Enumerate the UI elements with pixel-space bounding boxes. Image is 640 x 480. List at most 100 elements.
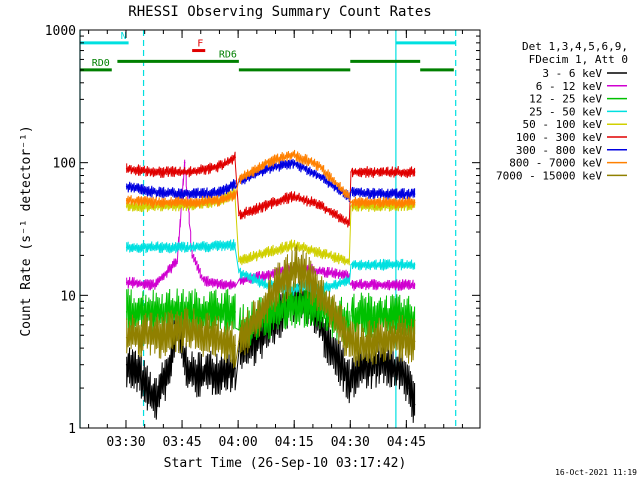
data-point-5-11 [378,171,380,173]
data-point-8-4 [210,334,212,337]
y-tick-label-2: 100 [53,157,76,172]
data-point-6-7 [292,161,294,164]
data-point-0-1 [139,374,141,377]
data-point-6-1 [153,191,156,193]
plot-area: N F RD0 RD6 1 10 100 1000 03:30 03:45 04:00 04:15 04… [45,24,481,450]
x-tick-label-4: 04:30 [331,435,370,450]
data-point-7-7 [292,153,294,156]
x-tick-label-0: 03:30 [106,435,145,450]
timestamp: 16-Oct-2021 11:19 [555,468,637,477]
data-point-3-1 [153,246,156,249]
data-point-1-0 [125,281,128,284]
data-point-8-1 [139,334,141,337]
data-point-8-15 [396,336,399,339]
data-point-4-8 [318,251,321,254]
data-point-6-11 [378,193,380,195]
legend-label-7: 800 - 7000 keV [509,157,602,170]
data-point-8-16 [413,340,416,343]
data-point-8-5 [234,344,236,347]
data-point-0-0 [125,363,128,366]
data-point-7-1 [153,201,156,204]
data-point-6-0 [125,185,128,188]
data-point-5-10 [350,171,352,173]
data-point-1-4 [191,254,193,257]
data-point-5-1 [153,171,156,173]
data-point-7-6 [266,161,268,164]
data-point-0-5 [183,360,186,362]
data-point-2-10 [350,315,352,317]
data-point-6-4 [234,182,236,185]
chart-title: RHESSI Observing Summary Count Rates [128,4,431,20]
data-point-0-9 [238,350,240,352]
data-point-1-15 [378,284,380,286]
data-point-0-16 [329,347,332,349]
legend-label-5: 100 - 300 keV [516,131,602,144]
data-point-2-4 [238,328,240,331]
data-point-7-5 [238,178,240,181]
data-point-2-11 [378,315,380,317]
x-tick-label-3: 04:15 [275,435,314,450]
state-label-4: RD6 [219,49,237,60]
data-point-5-7 [292,195,294,197]
data-point-3-10 [350,263,352,266]
data-point-4-5 [238,260,240,263]
data-point-3-4 [238,271,240,273]
data-point-4-7 [292,244,294,246]
data-point-8-8 [277,284,279,286]
data-point-7-4 [234,193,236,195]
data-point-5-0 [125,167,128,170]
data-point-6-8 [318,174,321,177]
state-label-2: F [197,39,203,50]
y-axis-label: Count Rate (s⁻¹ detector⁻¹) [19,125,34,336]
data-point-4-9 [348,260,350,263]
data-point-2-2 [191,311,193,313]
plot-frame [79,29,481,429]
x-axis-label: Start Time (26-Sep-10 03:17:42) [164,456,407,471]
data-point-8-14 [378,340,380,343]
data-point-4-10 [350,205,352,207]
legend-label-1: 6 - 12 keV [536,80,603,93]
x-tick-label-1: 03:45 [162,435,201,450]
legend: Det 1,3,4,5,6,9,FDecim 1, Att 03 - 6 keV… [496,40,628,182]
data-point-0-22 [408,387,410,389]
data-point-5-4 [234,156,236,158]
data-point-7-2 [191,201,193,204]
data-point-2-3 [234,311,236,313]
legend-label-6: 300 - 800 keV [516,144,602,157]
data-point-1-16 [413,284,416,286]
legend-label-8: 7000 - 15000 keV [496,169,602,182]
data-point-1-12 [322,271,324,273]
data-point-6-3 [221,191,223,193]
data-point-5-5 [238,214,240,217]
data-point-0-6 [191,374,193,377]
data-point-7-9 [348,196,350,198]
data-point-0-7 [210,372,212,374]
data-point-1-1 [153,284,156,286]
data-point-6-10 [350,191,352,193]
data-point-8-13 [359,344,362,347]
data-point-2-7 [303,303,306,306]
data-point-0-10 [254,340,257,343]
data-point-7-3 [221,199,223,202]
data-point-1-2 [176,260,178,263]
x-tick-label-2: 04:00 [219,435,258,450]
data-point-8-6 [238,340,240,343]
data-point-1-14 [350,284,352,286]
data-point-8-7 [258,315,261,317]
legend-header-1: FDecim 1, Att 0 [529,53,628,66]
data-point-7-0 [125,199,128,202]
data-point-5-8 [318,204,321,206]
data-point-2-6 [284,307,287,309]
data-point-0-8 [234,367,236,370]
series-line-7 [126,149,416,209]
data-point-7-8 [318,164,321,167]
data-point-5-2 [191,171,193,173]
data-point-7-10 [350,201,352,204]
data-point-6-6 [266,167,268,170]
data-point-0-17 [340,363,343,366]
data-point-8-12 [348,340,350,343]
data-point-4-6 [266,251,268,254]
data-point-1-8 [238,279,240,282]
data-point-3-3 [234,244,236,246]
